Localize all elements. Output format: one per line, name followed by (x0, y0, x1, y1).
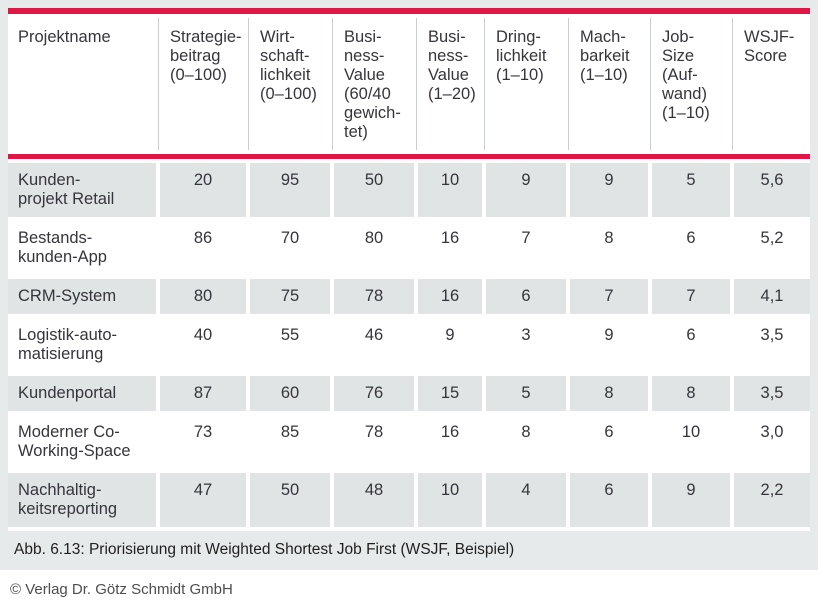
value-cell: 60 (250, 376, 330, 411)
value-cell: 10 (418, 163, 482, 217)
value-cell: 47 (160, 473, 246, 527)
value-cell: 6 (652, 318, 730, 372)
table-top-rule (8, 8, 810, 14)
project-name-cell: Nachhaltig- keitsreporting (8, 473, 156, 527)
project-name-cell: Moderner Co- Working-Space (8, 415, 156, 469)
value-cell: 80 (160, 279, 246, 314)
value-cell: 5 (486, 376, 566, 411)
value-cell: 48 (334, 473, 414, 527)
value-cell: 78 (334, 415, 414, 469)
value-cell: 85 (250, 415, 330, 469)
value-cell: 75 (250, 279, 330, 314)
value-cell: 78 (334, 279, 414, 314)
figure-caption: Abb. 6.13: Priorisierung mit Weighted Sh… (14, 541, 515, 558)
header-cell-job-size: Job- Size (Auf- wand) (1–10) (649, 18, 730, 150)
header-cell-business-value-gewichtet: Busi- ness- Value (60/40 gewich- tet) (331, 18, 414, 150)
value-cell: 6 (570, 415, 648, 469)
value-cell: 50 (334, 163, 414, 217)
header-cell-machbarkeit: Mach- barkeit (1–10) (567, 18, 648, 150)
project-name-cell: CRM-System (8, 279, 156, 314)
value-cell: 4,1 (734, 279, 810, 314)
value-cell: 10 (652, 415, 730, 469)
value-cell: 10 (418, 473, 482, 527)
value-cell: 6 (652, 221, 730, 275)
header-cell-wsjf-score: WSJF- Score (731, 18, 810, 150)
value-cell: 4 (486, 473, 566, 527)
figure-block: Projektname Strategie- beitrag (0–100) Wir… (0, 0, 818, 570)
value-cell: 6 (486, 279, 566, 314)
value-cell: 9 (570, 318, 648, 372)
project-name-cell: Kundenportal (8, 376, 156, 411)
header-cell-projektname: Projektname (8, 18, 156, 150)
header-bottom-rule (8, 154, 810, 159)
value-cell: 40 (160, 318, 246, 372)
value-cell: 6 (570, 473, 648, 527)
value-cell: 50 (250, 473, 330, 527)
value-cell: 7 (652, 279, 730, 314)
value-cell: 20 (160, 163, 246, 217)
value-cell: 87 (160, 376, 246, 411)
value-cell: 3,5 (734, 318, 810, 372)
value-cell: 5 (652, 163, 730, 217)
value-cell: 3,5 (734, 376, 810, 411)
value-cell: 46 (334, 318, 414, 372)
value-cell: 9 (652, 473, 730, 527)
value-cell: 2,2 (734, 473, 810, 527)
value-cell: 16 (418, 221, 482, 275)
value-cell: 8 (570, 221, 648, 275)
value-cell: 9 (486, 163, 566, 217)
value-cell: 8 (652, 376, 730, 411)
value-cell: 3,0 (734, 415, 810, 469)
header-cell-strategiebeitrag: Strategie- beitrag (0–100) (157, 18, 246, 150)
value-cell: 73 (160, 415, 246, 469)
value-cell: 9 (418, 318, 482, 372)
value-cell: 7 (486, 221, 566, 275)
value-cell: 16 (418, 279, 482, 314)
value-cell: 7 (570, 279, 648, 314)
value-cell: 15 (418, 376, 482, 411)
project-name-cell: Kunden- projekt Retail (8, 163, 156, 217)
project-name-cell: Bestands- kunden-App (8, 221, 156, 275)
value-cell: 76 (334, 376, 414, 411)
value-cell: 86 (160, 221, 246, 275)
header-cell-business-value-1-20: Busi- ness- Value (1–20) (415, 18, 482, 150)
value-cell: 5,2 (734, 221, 810, 275)
value-cell: 16 (418, 415, 482, 469)
value-cell: 8 (486, 415, 566, 469)
value-cell: 5,6 (734, 163, 810, 217)
value-cell: 70 (250, 221, 330, 275)
copyright-line: © Verlag Dr. Götz Schmidt GmbH (0, 570, 818, 609)
header-cell-wirtschaftlichkeit: Wirt- schaft- lichkeit (0–100) (247, 18, 330, 150)
value-cell: 55 (250, 318, 330, 372)
value-cell: 95 (250, 163, 330, 217)
value-cell: 80 (334, 221, 414, 275)
header-cell-dringlichkeit: Dring- lichkeit (1–10) (483, 18, 566, 150)
value-cell: 8 (570, 376, 648, 411)
wsjf-table: Projektname Strategie- beitrag (0–100) Wir… (8, 8, 810, 531)
value-cell: 3 (486, 318, 566, 372)
value-cell: 9 (570, 163, 648, 217)
project-name-cell: Logistik-auto- matisierung (8, 318, 156, 372)
